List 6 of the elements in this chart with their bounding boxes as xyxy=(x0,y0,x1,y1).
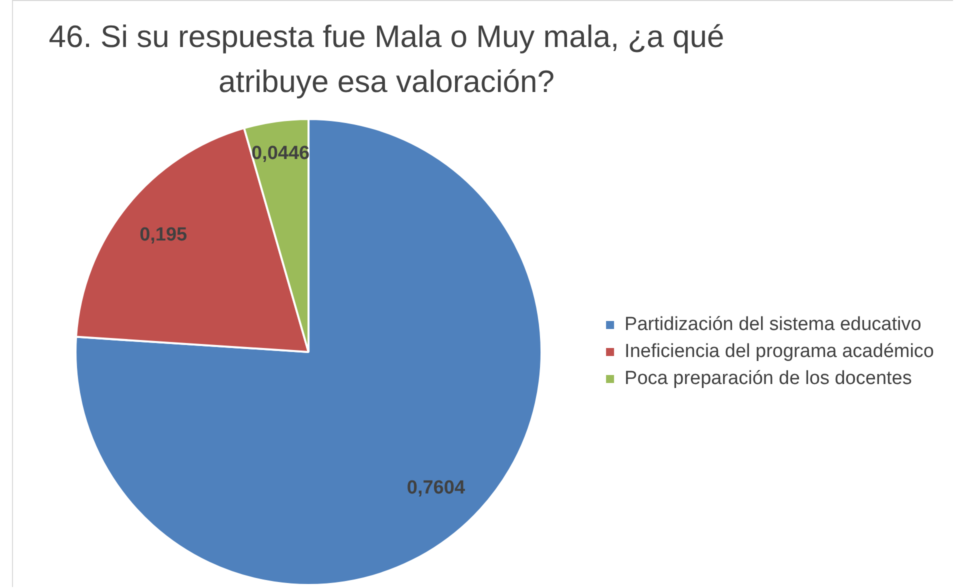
data-label: 0,7604 xyxy=(406,477,466,498)
chart-title: 46. Si su respuesta fue Mala o Muy mala, ¿a qué atribuye esa valoración? xyxy=(48,18,726,101)
legend-label: Ineficiencia del programa académico xyxy=(624,341,934,362)
legend-label: Partidización del sistema educativo xyxy=(624,314,922,336)
data-label: 0,195 xyxy=(140,224,188,246)
legend-label: Poca preparación de los docentes xyxy=(624,368,912,390)
